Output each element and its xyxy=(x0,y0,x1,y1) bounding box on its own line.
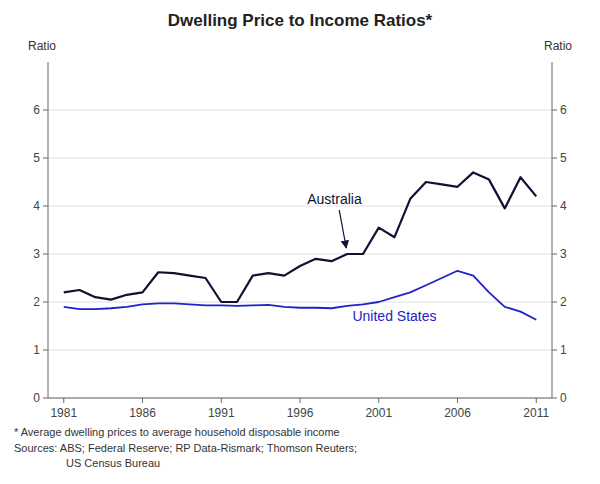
footnote: US Census Bureau xyxy=(66,457,160,469)
chart-svg: Dwelling Price to Income Ratios* Ratio Rat… xyxy=(0,0,600,484)
x-tick xyxy=(378,398,379,403)
y-tick xyxy=(43,302,48,303)
x-tick xyxy=(300,398,301,403)
y2-tick-label: 6 xyxy=(560,103,567,117)
x-tick xyxy=(221,398,222,403)
y2-tick-label: 2 xyxy=(560,295,567,309)
y-axis-line xyxy=(48,62,49,398)
y-tick xyxy=(43,158,48,159)
grid-line xyxy=(48,254,552,255)
title: Dwelling Price to Income Ratios* xyxy=(168,11,433,30)
x-tick xyxy=(63,398,64,403)
x-tick-label: 2006 xyxy=(444,406,471,420)
grid-line xyxy=(48,110,552,111)
y2-tick xyxy=(552,158,557,159)
y-axis-label: Ratio xyxy=(28,39,56,53)
footnote: Sources: ABS; Federal Reserve; RP Data-R… xyxy=(14,442,357,454)
y-tick xyxy=(43,398,48,399)
y2-tick-label: 5 xyxy=(560,151,567,165)
y-tick-label: 0 xyxy=(33,391,40,405)
grid xyxy=(48,110,552,398)
series-labels: Australia United States xyxy=(307,191,436,324)
y-tick xyxy=(43,350,48,351)
x-tick xyxy=(536,398,537,403)
y2-tick-label: 4 xyxy=(560,199,567,213)
y-tick-label: 2 xyxy=(33,295,40,309)
footnote: * Average dwelling prices to average hou… xyxy=(14,426,340,438)
axes: 0 1 2 3 4 5 6 0 1 2 3 4 5 6 1981 1986 1991 1996 2001 2006 20… xyxy=(33,62,567,420)
y2-tick xyxy=(552,254,557,255)
y2-axis-line xyxy=(552,62,553,398)
grid-line xyxy=(48,206,552,207)
series-label: United States xyxy=(352,308,436,324)
y2-tick xyxy=(552,206,557,207)
plot-area xyxy=(64,172,537,319)
chart-container: Dwelling Price to Income Ratios* Ratio Rat… xyxy=(0,0,600,484)
grid-line xyxy=(48,350,552,351)
y2-tick xyxy=(552,110,557,111)
y2-tick-label: 0 xyxy=(560,391,567,405)
y-tick-label: 1 xyxy=(33,343,40,357)
y2-tick xyxy=(552,398,557,399)
y-tick-label: 6 xyxy=(33,103,40,117)
x-tick-label: 2011 xyxy=(523,406,549,420)
x-tick-label: 2001 xyxy=(365,406,392,420)
x-tick xyxy=(142,398,143,403)
y-tick xyxy=(43,110,48,111)
grid-line xyxy=(48,398,552,399)
x-tick-label: 1981 xyxy=(50,406,77,420)
y2-axis-label: Ratio xyxy=(544,39,572,53)
y2-tick xyxy=(552,350,557,351)
y-tick-label: 5 xyxy=(33,151,40,165)
y2-tick xyxy=(552,302,557,303)
series-label: Australia xyxy=(307,191,362,207)
series-line xyxy=(64,172,537,302)
footnotes: * Average dwelling prices to average hou… xyxy=(14,426,357,469)
y-tick-label: 4 xyxy=(33,199,40,213)
grid-line xyxy=(48,302,552,303)
series-line xyxy=(64,271,537,320)
x-tick-label: 1996 xyxy=(287,406,314,420)
x-axis-line xyxy=(48,398,552,399)
x-tick xyxy=(457,398,458,403)
grid-line xyxy=(48,158,552,159)
y-tick-label: 3 xyxy=(33,247,40,261)
annotation-arrow xyxy=(339,210,346,248)
x-tick-label: 1986 xyxy=(129,406,156,420)
y2-tick-label: 3 xyxy=(560,247,567,261)
y2-tick-label: 1 xyxy=(560,343,567,357)
x-tick-label: 1991 xyxy=(208,406,235,420)
y-tick xyxy=(43,254,48,255)
y-tick xyxy=(43,206,48,207)
